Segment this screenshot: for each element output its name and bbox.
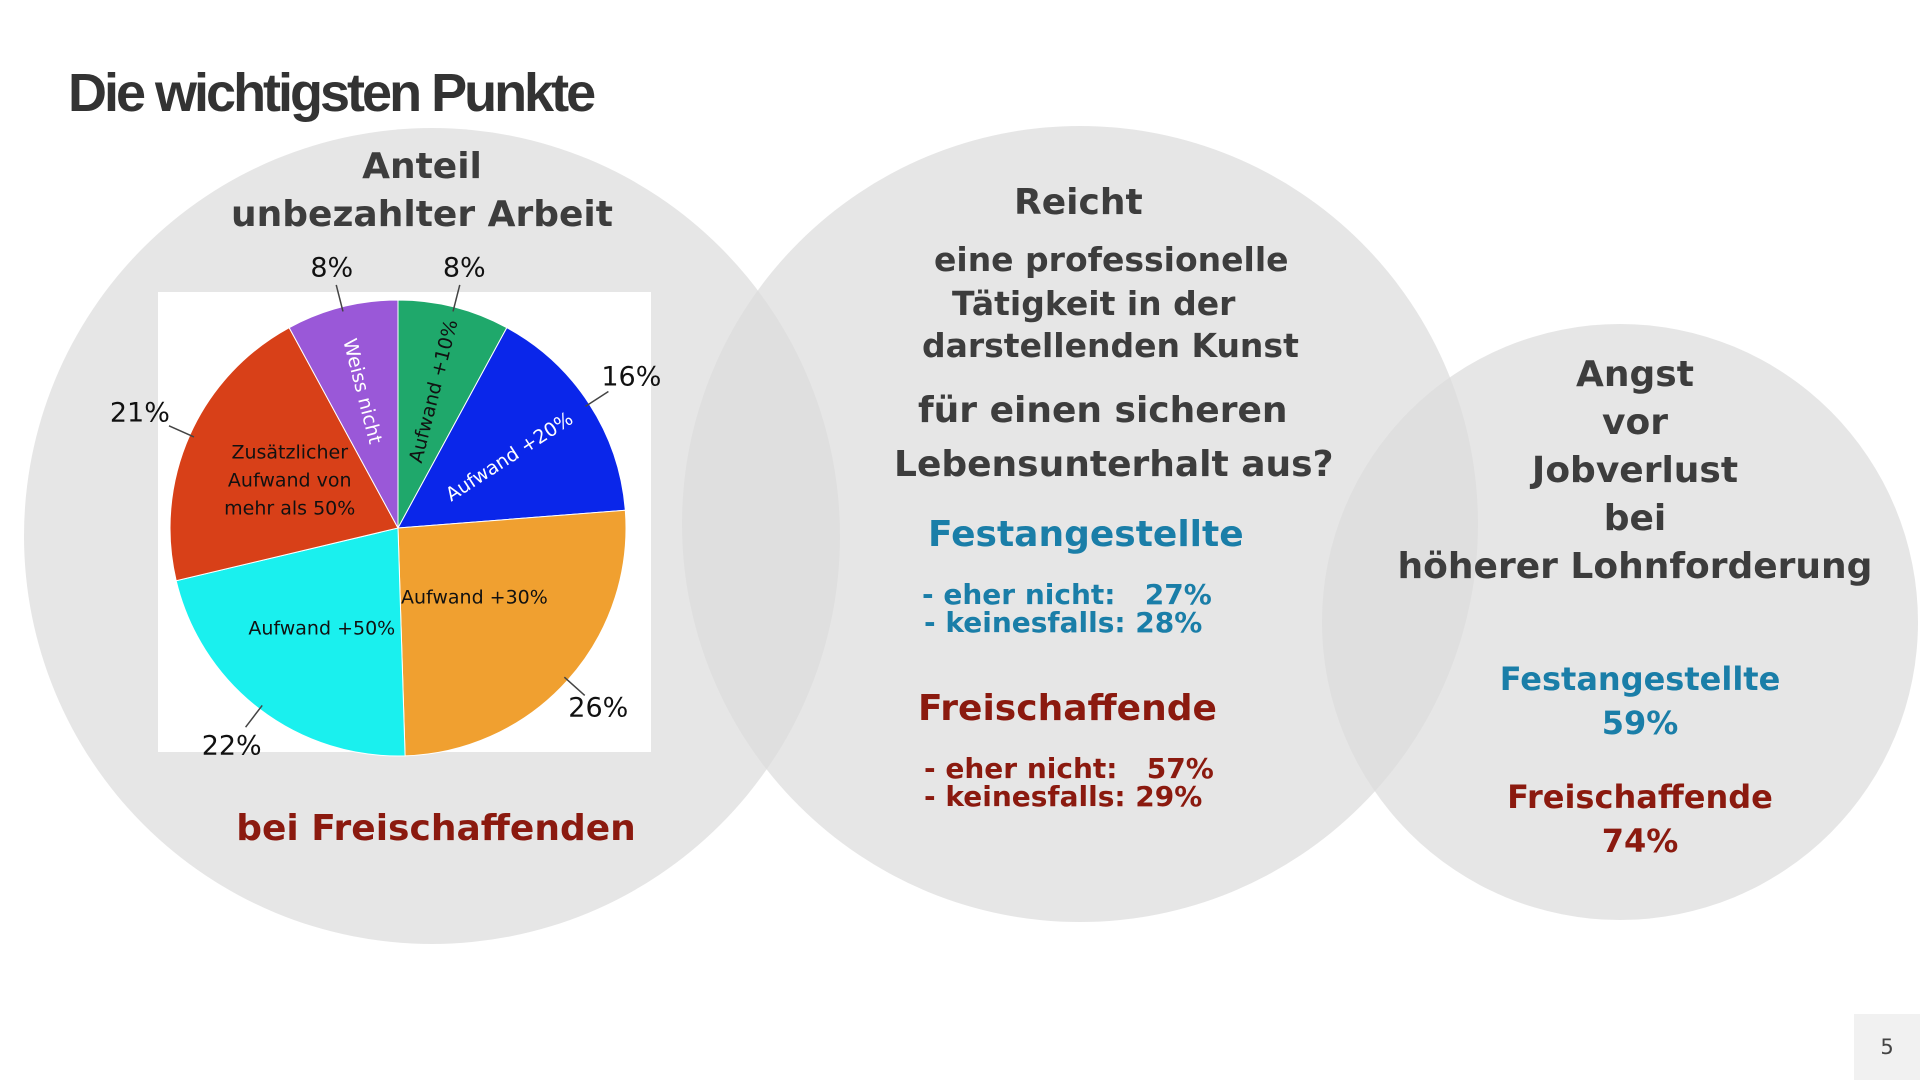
circle2-line3: Tätigkeit in der xyxy=(952,284,1236,323)
pie-leader-line xyxy=(168,425,195,438)
circle2-group1-title: Festangestellte xyxy=(928,514,1244,555)
pie-chart: 8%Aufwand +10% 16%Aufwand +20%26%Aufwand … xyxy=(110,252,662,761)
pie-category-label: Zusätzlicher xyxy=(231,442,348,464)
circle3-group2-value: 74% xyxy=(1601,822,1679,860)
pie-category-label-group: Aufwand +50% xyxy=(248,618,395,640)
circle3-line1: Angst xyxy=(1576,354,1694,395)
circle2-line5: für einen sicheren xyxy=(918,390,1288,431)
pie-value-label: 8% xyxy=(443,252,486,283)
circle3-group1-value: 59% xyxy=(1601,704,1679,742)
circle1-footer: bei Freischaffenden xyxy=(236,808,636,849)
circle3-line5: höherer Lohnforderung xyxy=(1397,546,1873,587)
circle2-group1-item1: - eher nicht: 27% xyxy=(922,578,1212,611)
pie-value-label: 8% xyxy=(310,252,353,283)
circle3-line3: Jobverlust xyxy=(1531,450,1739,491)
pie-leader-line xyxy=(244,704,263,728)
pie-value-label: 26% xyxy=(568,693,628,724)
circle2-group2-item2: - keinesfalls: 29% xyxy=(924,780,1203,813)
circle3-line2: vor xyxy=(1602,402,1668,443)
pie-leader-line xyxy=(563,676,586,696)
circle2-group1-item2: - keinesfalls: 28% xyxy=(924,606,1203,639)
pie-category-label: Aufwand von xyxy=(228,470,352,492)
pie-leader-line xyxy=(335,284,344,312)
pie-value-label: 22% xyxy=(202,730,262,761)
circle3-line4: bei xyxy=(1603,498,1667,539)
circle3-group2-title: Freischaffende xyxy=(1507,778,1773,816)
slide-title: Die wichtigsten Punkte xyxy=(68,63,596,123)
pie-category-label: Aufwand +30% xyxy=(401,586,548,608)
circle1-heading-line1: Anteil xyxy=(362,146,482,187)
circle-living-wage xyxy=(682,126,1478,922)
pie-category-label: Aufwand +50% xyxy=(248,618,395,640)
pie-category-label: mehr als 50% xyxy=(224,498,355,520)
circle2-line6: Lebensunterhalt aus? xyxy=(894,444,1334,485)
page-number: 5 xyxy=(1854,1014,1920,1080)
circle1-heading-line2: unbezahlter Arbeit xyxy=(231,194,613,235)
pie-value-label: 16% xyxy=(601,362,661,393)
pie-leader-line xyxy=(585,390,609,408)
circle3-group1-title: Festangestellte xyxy=(1499,660,1781,698)
pie-category-label-group: Zusätzlicher Aufwand von mehr als 50% xyxy=(224,442,355,520)
circle2-group2-title: Freischaffende xyxy=(918,688,1217,729)
pie-category-label-group: Aufwand +30% xyxy=(401,586,548,608)
circle2-line2: eine professionelle xyxy=(934,240,1289,279)
pie-leader-line xyxy=(452,284,461,312)
circle2-line4: darstellenden Kunst xyxy=(922,326,1299,365)
pie-value-label: 21% xyxy=(110,398,170,429)
circle2-group2-item1: - eher nicht: 57% xyxy=(924,752,1214,785)
circle-job-loss-fear xyxy=(1322,324,1918,920)
circle2-line1: Reicht xyxy=(1014,182,1143,223)
